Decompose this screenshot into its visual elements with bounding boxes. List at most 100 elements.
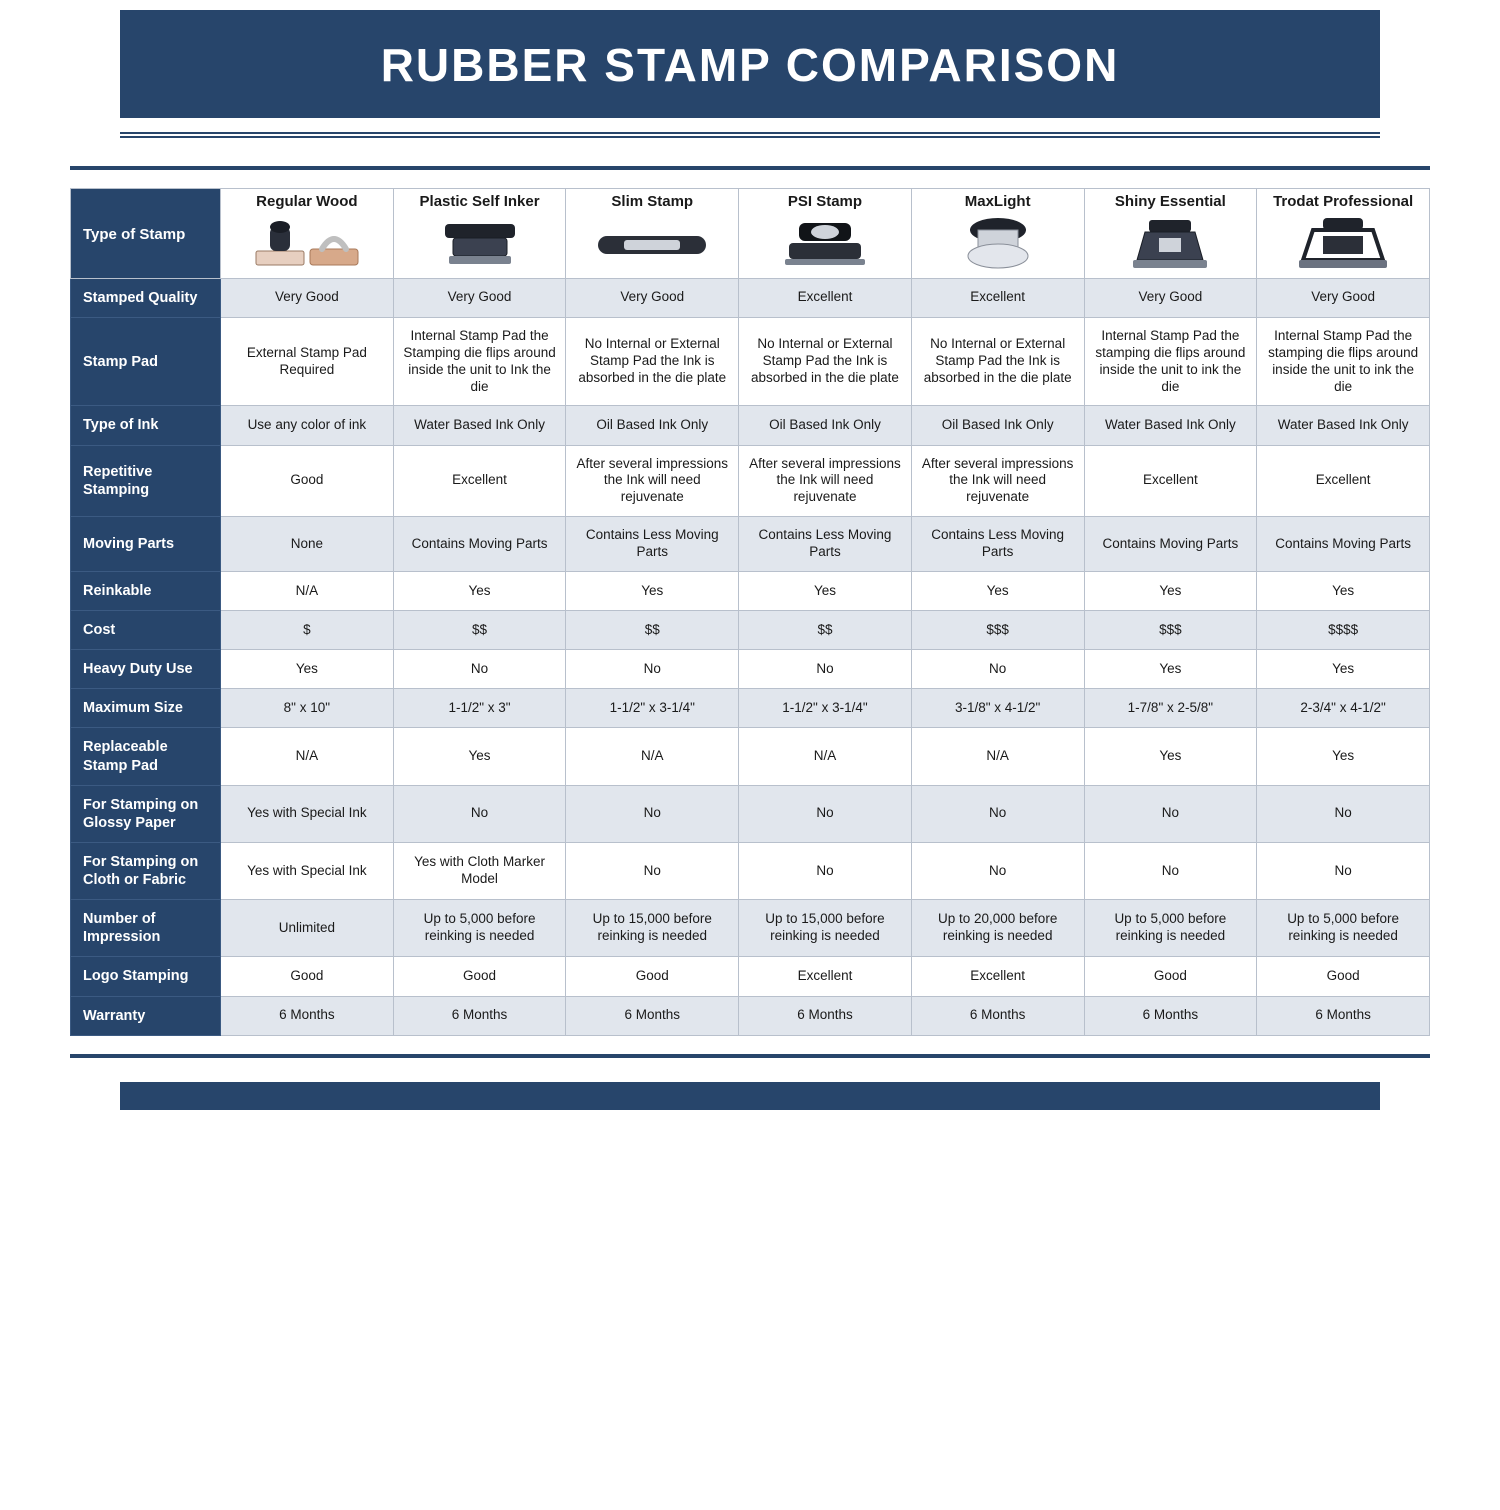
table-cell: After several impressions the Ink will n… xyxy=(911,445,1084,517)
table-cell: No xyxy=(1084,785,1257,842)
table-cell: N/A xyxy=(911,728,1084,785)
col-trodat-professional: Trodat Professional xyxy=(1257,189,1430,279)
table-cell: Yes with Special Ink xyxy=(221,785,394,842)
table-cell: Excellent xyxy=(1084,445,1257,517)
table-cell: Contains Less Moving Parts xyxy=(911,517,1084,572)
table-cell: No Internal or External Stamp Pad the In… xyxy=(739,317,912,406)
table-row: Replaceable Stamp PadN/AYesN/AN/AN/AYesY… xyxy=(71,728,1430,785)
table-cell: 6 Months xyxy=(566,996,739,1035)
table-cell: No Internal or External Stamp Pad the In… xyxy=(566,317,739,406)
row-label: Heavy Duty Use xyxy=(71,650,221,689)
col-shiny-essential: Shiny Essential xyxy=(1084,189,1257,279)
table-cell: 6 Months xyxy=(911,996,1084,1035)
stamp-maxlight-icon xyxy=(914,216,1082,272)
table-cell: No xyxy=(911,842,1084,899)
table-row: Stamp PadExternal Stamp Pad RequiredInte… xyxy=(71,317,1430,406)
row-label: Cost xyxy=(71,611,221,650)
col-label: Slim Stamp xyxy=(568,193,736,212)
table-row: For Stamping on Glossy PaperYes with Spe… xyxy=(71,785,1430,842)
table-row: Heavy Duty UseYesNoNoNoNoYesYes xyxy=(71,650,1430,689)
row-label: For Stamping on Cloth or Fabric xyxy=(71,842,221,899)
col-slim-stamp: Slim Stamp xyxy=(566,189,739,279)
table-cell: Good xyxy=(221,445,394,517)
col-label: Shiny Essential xyxy=(1087,193,1255,212)
row-label: Stamp Pad xyxy=(71,317,221,406)
table-cell: Yes with Cloth Marker Model xyxy=(393,842,566,899)
title-rule xyxy=(120,132,1380,138)
table-cell: No xyxy=(566,650,739,689)
row-label: Replaceable Stamp Pad xyxy=(71,728,221,785)
row-label: Reinkable xyxy=(71,571,221,610)
table-cell: Up to 15,000 before reinking is needed xyxy=(739,900,912,957)
table-cell: $$ xyxy=(393,611,566,650)
table-cell: Good xyxy=(1257,957,1430,996)
table-row: Moving PartsNoneContains Moving PartsCon… xyxy=(71,517,1430,572)
table-cell: No xyxy=(393,785,566,842)
table-cell: None xyxy=(221,517,394,572)
col-label: Regular Wood xyxy=(223,193,391,212)
table-cell: No xyxy=(566,842,739,899)
table-cell: No xyxy=(1084,842,1257,899)
table-cell: Yes xyxy=(1257,571,1430,610)
table-cell: No xyxy=(739,650,912,689)
table-cell: Yes xyxy=(1084,728,1257,785)
table-cell: Water Based Ink Only xyxy=(1084,406,1257,445)
table-cell: 1-7/8" x 2-5/8" xyxy=(1084,689,1257,728)
table-row: Stamped QualityVery GoodVery GoodVery Go… xyxy=(71,278,1430,317)
table-cell: Internal Stamp Pad the stamping die flip… xyxy=(1084,317,1257,406)
table-cell: Excellent xyxy=(739,278,912,317)
row-label: Number of Impression xyxy=(71,900,221,957)
header-type-of-stamp: Type of Stamp xyxy=(71,189,221,279)
row-label: Repetitive Stamping xyxy=(71,445,221,517)
table-cell: External Stamp Pad Required xyxy=(221,317,394,406)
table-row: Number of ImpressionUnlimitedUp to 5,000… xyxy=(71,900,1430,957)
table-row: Maximum Size8" x 10"1-1/2" x 3"1-1/2" x … xyxy=(71,689,1430,728)
table-cell: No Internal or External Stamp Pad the In… xyxy=(911,317,1084,406)
table-cell: Very Good xyxy=(566,278,739,317)
table-cell: Up to 20,000 before reinking is needed xyxy=(911,900,1084,957)
table-cell: Good xyxy=(393,957,566,996)
row-label: Stamped Quality xyxy=(71,278,221,317)
table-cell: Good xyxy=(566,957,739,996)
table-cell: Internal Stamp Pad the stamping die flip… xyxy=(1257,317,1430,406)
table-cell: Oil Based Ink Only xyxy=(739,406,912,445)
table-cell: $$$$ xyxy=(1257,611,1430,650)
table-cell: Excellent xyxy=(911,957,1084,996)
stamp-psi-icon xyxy=(741,216,909,272)
table-cell: Up to 5,000 before reinking is needed xyxy=(1257,900,1430,957)
table-cell: Yes xyxy=(911,571,1084,610)
table-cell: Excellent xyxy=(911,278,1084,317)
table-cell: Up to 5,000 before reinking is needed xyxy=(393,900,566,957)
table-cell: Contains Less Moving Parts xyxy=(739,517,912,572)
table-cell: 6 Months xyxy=(393,996,566,1035)
table-cell: 1-1/2" x 3" xyxy=(393,689,566,728)
table-cell: $ xyxy=(221,611,394,650)
table-row: Logo StampingGoodGoodGoodExcellentExcell… xyxy=(71,957,1430,996)
table-cell: Yes xyxy=(393,728,566,785)
table-row: Type of InkUse any color of inkWater Bas… xyxy=(71,406,1430,445)
stamp-slim-icon xyxy=(568,216,736,272)
table-cell: Unlimited xyxy=(221,900,394,957)
table-cell: Yes xyxy=(1084,571,1257,610)
table-cell: $$$ xyxy=(911,611,1084,650)
table-cell: $$ xyxy=(739,611,912,650)
table-cell: No xyxy=(739,785,912,842)
table-cell: Yes xyxy=(1257,728,1430,785)
table-cell: N/A xyxy=(566,728,739,785)
table-cell: Yes xyxy=(1084,650,1257,689)
col-regular-wood: Regular Wood xyxy=(221,189,394,279)
col-plastic-self-inker: Plastic Self Inker xyxy=(393,189,566,279)
table-cell: 2-3/4" x 4-1/2" xyxy=(1257,689,1430,728)
table-cell: No xyxy=(911,785,1084,842)
row-label: Maximum Size xyxy=(71,689,221,728)
table-cell: 6 Months xyxy=(1257,996,1430,1035)
table-cell: Up to 15,000 before reinking is needed xyxy=(566,900,739,957)
table-cell: No xyxy=(1257,785,1430,842)
table-cell: Contains Moving Parts xyxy=(1084,517,1257,572)
comparison-table: Type of Stamp Regular Wood xyxy=(70,188,1430,1036)
table-cell: Good xyxy=(1084,957,1257,996)
page-title: RUBBER STAMP COMPARISON xyxy=(120,10,1380,118)
row-label: Warranty xyxy=(71,996,221,1035)
table-cell: Oil Based Ink Only xyxy=(566,406,739,445)
table-cell: Internal Stamp Pad the Stamping die flip… xyxy=(393,317,566,406)
